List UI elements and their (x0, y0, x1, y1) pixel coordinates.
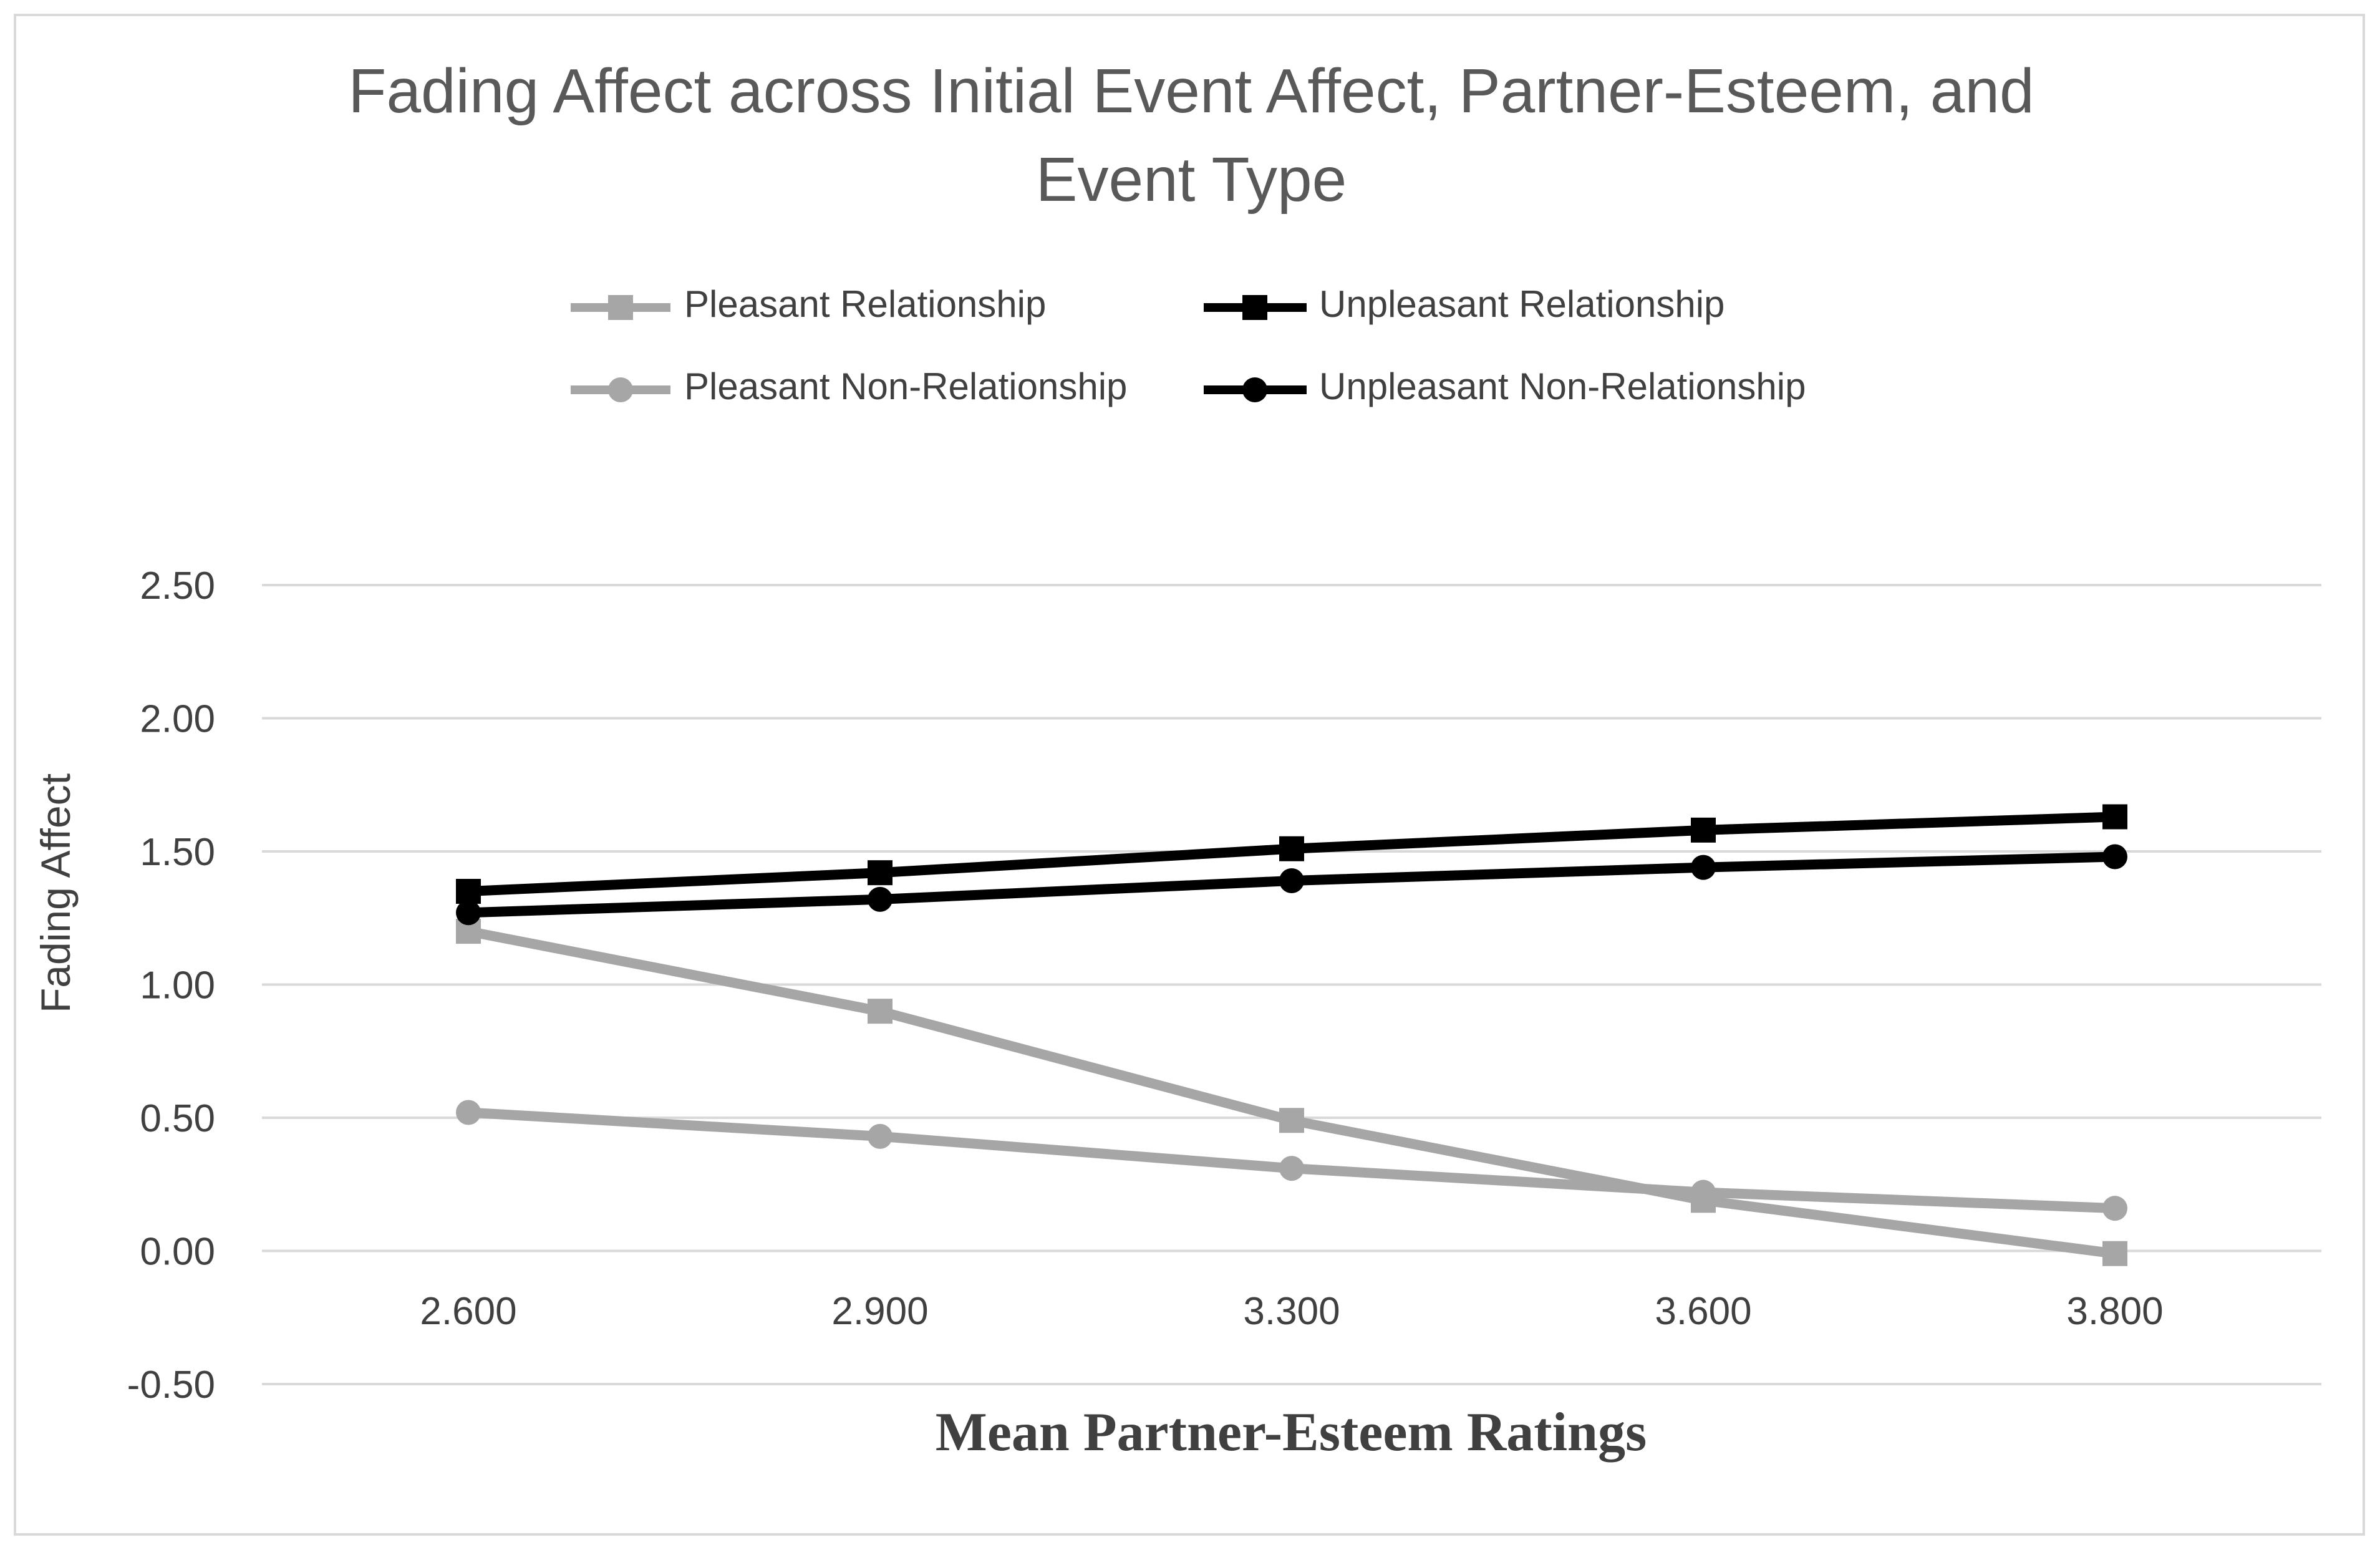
data-point (1279, 868, 1304, 893)
legend: Pleasant Relationship Unpleasant Relatio… (571, 283, 1806, 407)
data-point (1691, 817, 1716, 843)
legend-label: Pleasant Non-Relationship (684, 366, 1127, 407)
series-unpleasant-relationship (456, 804, 2127, 904)
data-point (456, 879, 481, 904)
circle-marker-icon (1242, 377, 1267, 402)
data-point (1279, 1156, 1304, 1181)
x-tick-label: 2.600 (420, 1290, 516, 1333)
legend-item-unpleasant-non-relationship: Unpleasant Non-Relationship (1204, 366, 1806, 407)
y-tick-label: 1.50 (140, 831, 215, 874)
legend-label: Pleasant Relationship (684, 283, 1046, 325)
x-tick-label: 3.800 (2066, 1290, 2163, 1333)
x-tick-label: 3.300 (1243, 1290, 1340, 1333)
data-point (2102, 1196, 2127, 1221)
chart-title-line-2: Event Type (1036, 145, 1347, 215)
chart-frame (14, 14, 2365, 1536)
data-point (456, 1100, 481, 1125)
y-tick-label: 1.00 (140, 964, 215, 1007)
data-point (868, 860, 893, 886)
data-point (1279, 836, 1304, 861)
legend-item-pleasant-non-relationship: Pleasant Non-Relationship (571, 366, 1127, 407)
x-axis-label: Mean Partner-Esteem Ratings (936, 1402, 1647, 1463)
y-tick-label: 2.00 (140, 698, 215, 741)
plot-area (456, 804, 2127, 1266)
series-pleasant-relationship (456, 919, 2127, 1266)
series-pleasant-non-relationship (456, 1100, 2127, 1221)
y-tick-label: -0.50 (127, 1364, 215, 1407)
y-tick-label: 2.50 (140, 564, 215, 608)
circle-marker-icon (608, 377, 633, 402)
data-point (868, 886, 893, 912)
series-unpleasant-non-relationship (456, 844, 2127, 926)
data-point (1279, 1108, 1304, 1133)
square-marker-icon (1242, 295, 1267, 320)
chart-title-line-1: Fading Affect across Initial Event Affec… (348, 56, 2034, 126)
x-tick-label: 3.600 (1655, 1290, 1751, 1333)
legend-item-unpleasant-relationship: Unpleasant Relationship (1204, 283, 1725, 325)
data-point (2102, 804, 2127, 830)
legend-label: Unpleasant Non-Relationship (1319, 366, 1806, 407)
legend-item-pleasant-relationship: Pleasant Relationship (571, 283, 1046, 325)
y-axis-ticks: -0.50 0.00 0.50 1.00 1.50 2.00 2.50 (127, 564, 215, 1407)
y-tick-label: 0.00 (140, 1231, 215, 1274)
data-point (456, 900, 481, 926)
data-point (2102, 844, 2127, 869)
data-point (868, 1123, 893, 1149)
series-line (467, 926, 2116, 1259)
y-tick-label: 0.50 (140, 1097, 215, 1140)
gridlines (262, 584, 2321, 1385)
x-axis-ticks: 2.600 2.900 3.300 3.600 3.800 (420, 1290, 2163, 1333)
data-point (1691, 855, 1716, 880)
square-marker-icon (608, 295, 633, 320)
data-point (868, 999, 893, 1024)
data-point (1691, 1179, 1716, 1205)
legend-label: Unpleasant Relationship (1319, 283, 1725, 325)
x-tick-label: 2.900 (831, 1290, 928, 1333)
data-point (2102, 1241, 2127, 1266)
y-axis-label: Fading Affect (32, 773, 79, 1013)
